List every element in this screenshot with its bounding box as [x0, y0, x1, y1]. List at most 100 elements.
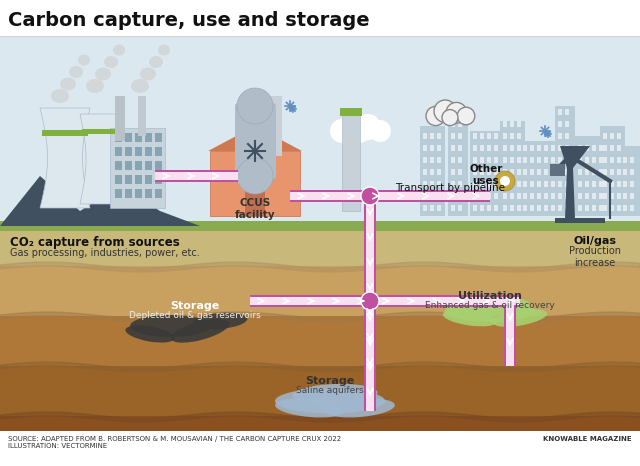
Bar [437, 133, 441, 139]
Bar [115, 189, 122, 198]
Bar [599, 169, 603, 175]
Bar [210, 151, 300, 216]
Bar [603, 157, 607, 163]
Bar [145, 133, 152, 142]
Bar [458, 121, 462, 127]
Polygon shape [0, 221, 640, 231]
Ellipse shape [158, 44, 170, 55]
Bar [451, 145, 455, 151]
Bar [503, 193, 507, 199]
Bar [537, 181, 541, 187]
Bar [592, 193, 596, 199]
Ellipse shape [443, 309, 497, 326]
Ellipse shape [60, 77, 76, 90]
Bar [617, 169, 621, 175]
Bar [523, 181, 527, 187]
Text: Enhanced gas & oil recovery: Enhanced gas & oil recovery [425, 301, 555, 310]
Circle shape [350, 123, 370, 143]
Bar [520, 141, 555, 216]
Bar [565, 133, 569, 139]
Circle shape [446, 103, 467, 123]
Bar [82, 129, 118, 134]
Bar [550, 164, 565, 176]
Ellipse shape [86, 79, 104, 93]
Bar [537, 145, 541, 151]
Polygon shape [0, 176, 200, 226]
Bar [599, 181, 603, 187]
Bar [487, 145, 491, 151]
Bar [155, 189, 162, 198]
Bar [480, 181, 484, 187]
Bar [537, 157, 541, 163]
Ellipse shape [193, 313, 248, 329]
Bar [510, 145, 514, 151]
Bar [565, 181, 569, 187]
Bar [494, 169, 498, 175]
Text: Gas processing, industries, power, etc.: Gas processing, industries, power, etc. [10, 248, 200, 258]
Bar [448, 116, 468, 216]
FancyBboxPatch shape [235, 103, 276, 179]
Bar [473, 145, 477, 151]
Bar [115, 133, 122, 142]
Bar [430, 169, 434, 175]
Bar [600, 126, 625, 216]
Bar [517, 169, 521, 175]
Circle shape [340, 111, 368, 139]
Bar [617, 181, 621, 187]
Bar [578, 181, 582, 187]
Bar [610, 169, 614, 175]
Bar [270, 96, 282, 156]
Bar [135, 189, 142, 198]
Text: CO₂ capture from sources: CO₂ capture from sources [10, 236, 180, 249]
Bar [500, 121, 525, 216]
Bar [115, 175, 122, 184]
Polygon shape [560, 146, 590, 168]
Text: CCUS
facility: CCUS facility [235, 198, 275, 219]
Bar [437, 145, 441, 151]
Polygon shape [0, 226, 640, 266]
Ellipse shape [104, 56, 118, 68]
Polygon shape [208, 126, 302, 151]
Bar [503, 133, 507, 139]
Bar [578, 205, 582, 211]
Bar [290, 192, 490, 200]
Ellipse shape [149, 56, 163, 68]
Bar [458, 145, 462, 151]
Bar [630, 157, 634, 163]
Ellipse shape [140, 68, 156, 81]
Bar [250, 297, 520, 305]
Ellipse shape [171, 319, 229, 343]
Bar [0, 0, 640, 36]
Bar [451, 181, 455, 187]
Bar [592, 157, 596, 163]
Ellipse shape [69, 66, 83, 78]
Bar [558, 193, 562, 199]
Bar [473, 181, 477, 187]
Bar [135, 161, 142, 170]
Bar [530, 193, 534, 199]
Bar [451, 193, 455, 199]
Bar [115, 147, 122, 156]
Circle shape [426, 106, 445, 126]
Bar [145, 161, 152, 170]
Bar [473, 193, 477, 199]
Bar [458, 205, 462, 211]
Ellipse shape [131, 79, 149, 93]
Bar [125, 189, 132, 198]
Bar [578, 169, 582, 175]
Bar [451, 169, 455, 175]
Bar [537, 193, 541, 199]
Bar [115, 161, 122, 170]
Ellipse shape [445, 300, 535, 322]
Text: Storage: Storage [170, 301, 220, 311]
Bar [342, 111, 360, 211]
Bar [364, 301, 376, 411]
Bar [480, 193, 484, 199]
Bar [125, 161, 132, 170]
Bar [125, 147, 132, 156]
Bar [0, 316, 640, 366]
Bar [437, 157, 441, 163]
Bar [630, 169, 634, 175]
Bar [565, 121, 569, 127]
Bar [517, 193, 521, 199]
